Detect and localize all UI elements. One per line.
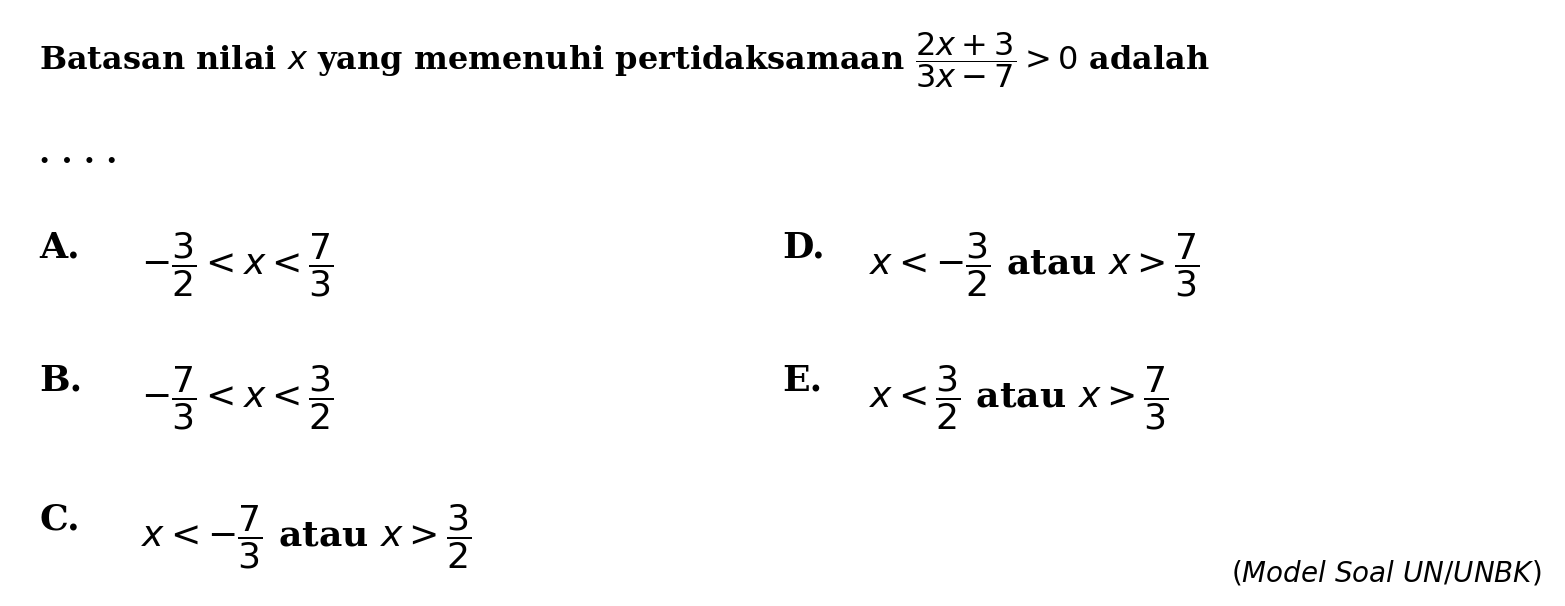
Text: C.: C.: [39, 503, 80, 537]
Text: E.: E.: [782, 364, 823, 398]
Text: $x<-\dfrac{7}{3}$ atau $x>\dfrac{3}{2}$: $x<-\dfrac{7}{3}$ atau $x>\dfrac{3}{2}$: [141, 503, 471, 571]
Text: $-\dfrac{7}{3}<x<\dfrac{3}{2}$: $-\dfrac{7}{3}<x<\dfrac{3}{2}$: [141, 364, 333, 432]
Text: Batasan nilai $x$ yang memenuhi pertidaksamaan $\dfrac{2x+3}{3x-7}>0$ adalah: Batasan nilai $x$ yang memenuhi pertidak…: [39, 30, 1210, 90]
Text: $-\dfrac{3}{2}<x<\dfrac{7}{3}$: $-\dfrac{3}{2}<x<\dfrac{7}{3}$: [141, 230, 333, 299]
Text: $(Model\ Soal\ UN/UNBK)$: $(Model\ Soal\ UN/UNBK)$: [1232, 559, 1542, 588]
Text: B.: B.: [39, 364, 83, 398]
Text: A.: A.: [39, 230, 80, 264]
Text: . . . .: . . . .: [39, 139, 117, 170]
Text: $x<\dfrac{3}{2}$ atau $x>\dfrac{7}{3}$: $x<\dfrac{3}{2}$ atau $x>\dfrac{7}{3}$: [869, 364, 1169, 432]
Text: D.: D.: [782, 230, 825, 264]
Text: $x<-\dfrac{3}{2}$ atau $x>\dfrac{7}{3}$: $x<-\dfrac{3}{2}$ atau $x>\dfrac{7}{3}$: [869, 230, 1199, 299]
